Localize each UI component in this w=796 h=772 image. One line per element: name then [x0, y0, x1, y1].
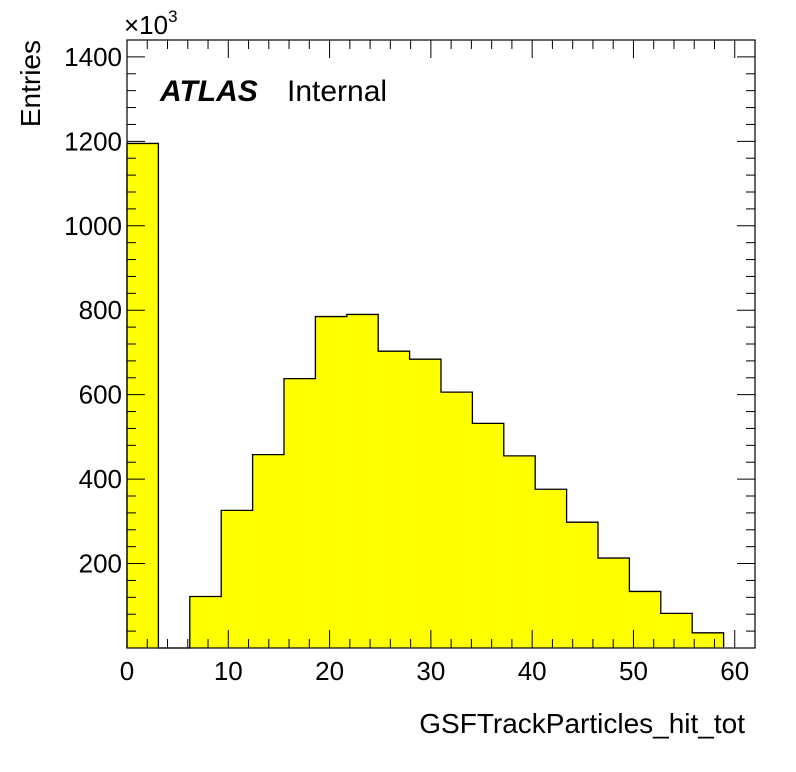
x-tick-label: 60: [720, 656, 749, 686]
y-multiplier-base: ×10: [124, 10, 168, 40]
y-tick-label: 1200: [64, 126, 122, 156]
x-tick-label: 0: [120, 656, 134, 686]
histogram-bar-13: [535, 489, 567, 648]
histogram-bar-10: [441, 392, 473, 648]
y-tick-label: 400: [79, 464, 122, 494]
y-tick-label: 200: [79, 549, 122, 579]
histogram-bar-17: [660, 613, 693, 648]
y-tick-labels: 200 400 600 800 1000 1200 1400: [64, 42, 122, 579]
atlas-label: ATLAS: [159, 75, 258, 108]
histogram-bar-0: [127, 143, 159, 648]
histogram-outline: [126, 142, 725, 649]
histogram-bars: [127, 143, 724, 648]
axis-ticks: [126, 39, 756, 649]
histogram-bar-14: [566, 522, 598, 648]
histogram-bar-16: [629, 591, 661, 648]
x-tick-label: 30: [416, 656, 445, 686]
y-tick-label: 600: [79, 380, 122, 410]
histogram-bar-12: [503, 455, 536, 648]
histogram-bar-7: [346, 314, 379, 648]
y-tick-label: 1400: [64, 42, 122, 72]
histogram-bar-18: [692, 632, 724, 648]
histogram-bar-3: [221, 510, 253, 648]
histogram-bar-6: [315, 316, 347, 648]
x-tick-label: 10: [214, 656, 243, 686]
x-tick-label: 20: [315, 656, 344, 686]
histogram-bar-5: [284, 378, 316, 648]
histogram-bar-11: [472, 423, 504, 648]
y-tick-label: 1000: [64, 211, 122, 241]
x-tick-labels: 0 10 20 30 40 50 60: [120, 656, 749, 686]
histogram-bar-15: [598, 558, 630, 648]
y-axis-title: Entries: [15, 40, 46, 127]
y-multiplier-exponent: 3: [168, 7, 177, 26]
x-tick-label: 40: [518, 656, 547, 686]
histogram-bar-9: [409, 359, 441, 648]
x-tick-label: 50: [619, 656, 648, 686]
x-axis-title: GSFTrackParticles_hit_tot: [419, 708, 745, 739]
y-multiplier: ×103: [124, 7, 178, 40]
y-tick-label: 800: [79, 295, 122, 325]
histogram-step-line: [126, 142, 725, 649]
internal-label: Internal: [287, 75, 387, 108]
histogram-bar-4: [252, 454, 284, 648]
histogram-bar-8: [378, 351, 410, 648]
histogram-bar-2: [189, 596, 222, 648]
